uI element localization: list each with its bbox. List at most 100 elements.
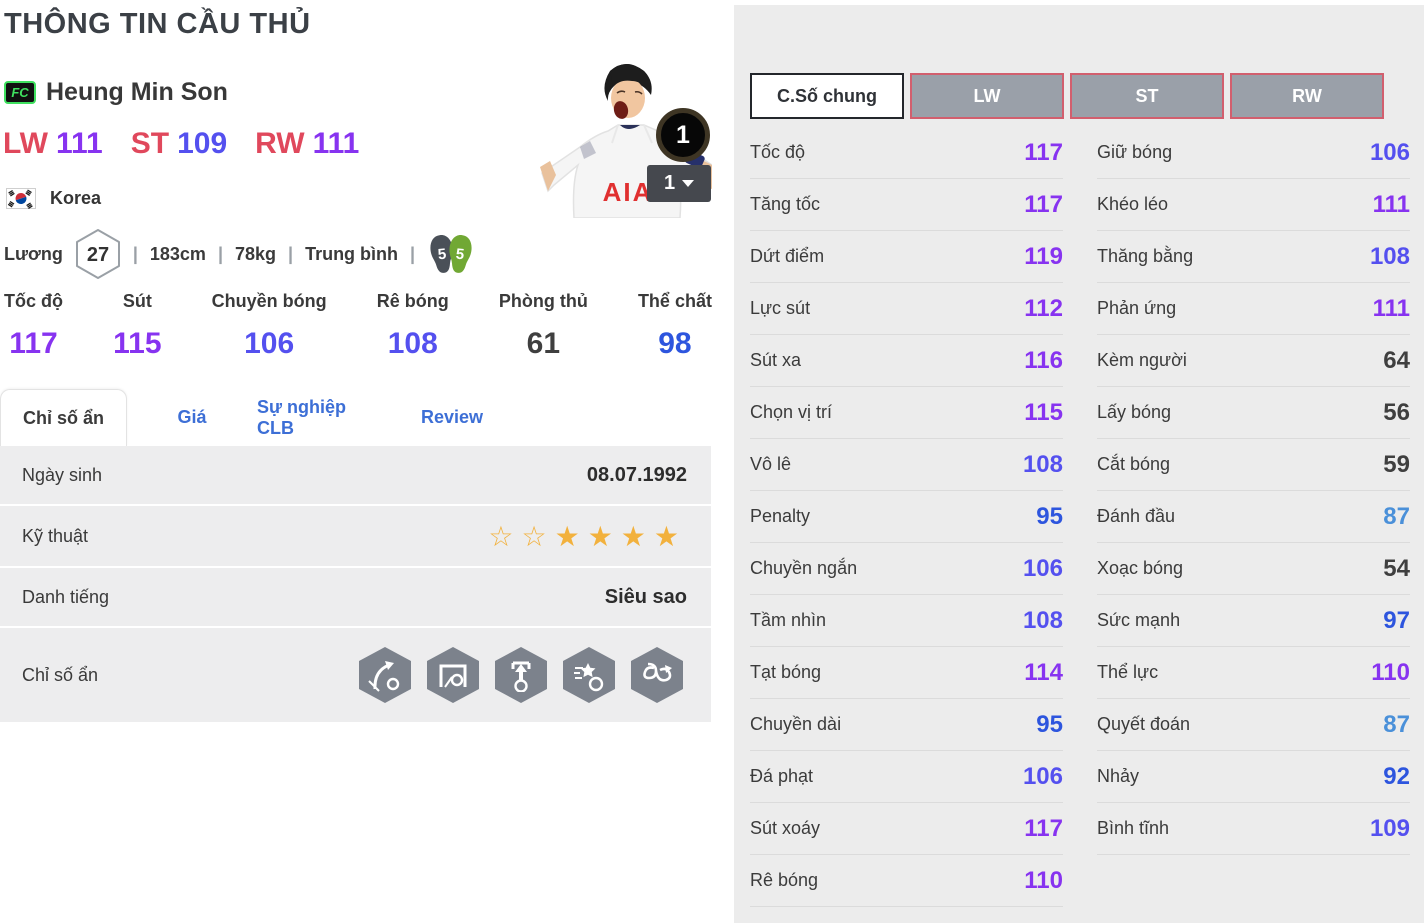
chevron-down-icon bbox=[682, 180, 695, 187]
main-stat-value: 61 bbox=[526, 327, 561, 360]
detail-stat-row: Penalty 95 bbox=[750, 491, 1063, 543]
tab-su-nghiep-clb[interactable]: Sự nghiệp CLB bbox=[257, 396, 347, 438]
nation-label: Korea bbox=[50, 188, 102, 208]
detail-stat-row: Chuyền ngắn 106 bbox=[750, 543, 1063, 595]
main-stat: Sút 115 bbox=[113, 291, 161, 361]
detail-stat-label: Sút xa bbox=[750, 350, 802, 370]
page-title: THÔNG TIN CẦU THỦ bbox=[4, 8, 311, 40]
main-stat-label: Tốc độ bbox=[4, 291, 63, 311]
main-stat: Thể chất 98 bbox=[638, 291, 712, 361]
salary-hexagon: 27 bbox=[75, 229, 120, 279]
skill-dribble-icon bbox=[631, 647, 683, 703]
position-ratings: LW 111 ST 109 RW 111 bbox=[3, 127, 359, 161]
position-label: LW bbox=[3, 127, 48, 160]
detail-stat-value: 109 bbox=[1369, 814, 1410, 842]
info-row-label: Chỉ số ẩn bbox=[22, 664, 99, 685]
level-dropdown-value: 1 bbox=[663, 172, 676, 194]
detail-stat-value: 111 bbox=[1372, 190, 1410, 218]
main-stats-row: Tốc độ 117 Sút 115 Chuyền bóng 106 Rê bóng 108 P… bbox=[4, 291, 712, 361]
detail-stat-label: Thăng bằng bbox=[1097, 246, 1194, 266]
detail-stat-value: 87 bbox=[1383, 710, 1410, 738]
detail-stats-right-column: Giữ bóng 106 Khéo léo 111 Thăng bằng 108 Phản … bbox=[1097, 127, 1410, 907]
info-row: Ngày sinh 08.07.1992 bbox=[0, 446, 711, 504]
detail-stat-value: 95 bbox=[1036, 710, 1063, 738]
detail-stat-row: Giữ bóng 106 bbox=[1097, 127, 1410, 179]
detail-stat-row: Kèm người 64 bbox=[1097, 335, 1410, 387]
bio-separator: | bbox=[217, 243, 223, 264]
detail-stat-value: 56 bbox=[1383, 398, 1410, 426]
detail-stat-row: Chuyền dài 95 bbox=[750, 699, 1063, 751]
detail-stat-row: Dứt điểm 119 bbox=[750, 231, 1063, 283]
detail-stat-label: Giữ bóng bbox=[1097, 142, 1173, 162]
tab-chi-so-an[interactable]: Chỉ số ẩn bbox=[0, 389, 127, 446]
main-stat-label: Thể chất bbox=[637, 291, 712, 311]
detail-stat-value: 108 bbox=[1022, 450, 1063, 478]
korea-flag-icon bbox=[6, 188, 36, 209]
detail-stat-label: Kèm người bbox=[1097, 350, 1187, 370]
detail-stat-label: Quyết đoán bbox=[1097, 714, 1191, 734]
detail-stat-value: 106 bbox=[1022, 554, 1063, 582]
main-stat-label: Chuyền bóng bbox=[211, 291, 327, 311]
detail-stats-grid: Tốc độ 117 Tăng tốc 117 Dứt điểm 119 Lực sút 11… bbox=[750, 127, 1410, 907]
position-label: ST bbox=[130, 127, 170, 160]
main-stat-label: Sút bbox=[122, 291, 152, 311]
info-row-value: 08.07.1992 bbox=[586, 463, 687, 486]
tab-review[interactable]: Review bbox=[420, 407, 484, 427]
svg-text:5: 5 bbox=[437, 246, 447, 264]
detail-stat-value: 87 bbox=[1383, 502, 1410, 530]
detail-stat-row: Sút xoáy 117 bbox=[750, 803, 1063, 855]
detail-stat-row: Tạt bóng 114 bbox=[750, 647, 1063, 699]
position-rating: ST 109 bbox=[131, 127, 227, 161]
detail-stat-label: Nhảy bbox=[1097, 766, 1140, 786]
stat-tab-c-so-chung[interactable]: C.Số chung bbox=[750, 73, 904, 119]
svg-text:27: 27 bbox=[87, 244, 109, 266]
main-stat-value: 115 bbox=[113, 327, 162, 360]
info-row-label: Kỹ thuật bbox=[22, 525, 89, 546]
detail-stat-row: Sút xa 116 bbox=[750, 335, 1063, 387]
detail-stat-label: Penalty bbox=[750, 506, 811, 526]
detail-stat-label: Lấy bóng bbox=[1097, 402, 1172, 422]
detail-stat-label: Tạt bóng bbox=[750, 662, 822, 682]
detail-stat-row: Lực sút 112 bbox=[750, 283, 1063, 335]
detail-stat-label: Cắt bóng bbox=[1097, 454, 1171, 474]
detail-stat-label: Vô lê bbox=[750, 454, 792, 474]
player-name: Heung Min Son bbox=[46, 78, 228, 106]
tab-gia[interactable]: Giá bbox=[177, 407, 207, 427]
info-row: Kỹ thuật ☆☆★★★★ bbox=[0, 506, 711, 566]
position-value: 109 bbox=[177, 127, 228, 160]
detail-stat-value: 117 bbox=[1024, 814, 1063, 842]
level-dropdown[interactable]: 1 bbox=[647, 165, 711, 202]
info-row-label: Ngày sinh bbox=[22, 464, 103, 485]
detail-stat-row: Thể lực 110 bbox=[1097, 647, 1410, 699]
info-row-value: Siêu sao bbox=[604, 585, 687, 608]
body-type-value: Trung bình bbox=[305, 243, 399, 264]
detail-stat-row: Đá phạt 106 bbox=[750, 751, 1063, 803]
detail-stat-label: Thể lực bbox=[1097, 662, 1159, 682]
detail-stat-value: 108 bbox=[1022, 606, 1063, 634]
detail-stat-value: 92 bbox=[1383, 762, 1410, 790]
position-rating: LW 111 bbox=[3, 127, 103, 161]
detail-stat-row: Xoạc bóng 54 bbox=[1097, 543, 1410, 595]
detail-stat-row: Tốc độ 117 bbox=[750, 127, 1063, 179]
tab-bar: Chỉ số ẩn Giá Sự nghiệp CLB Review bbox=[0, 389, 711, 446]
detail-stat-value: 112 bbox=[1024, 294, 1063, 322]
stat-tab-lw[interactable]: LW bbox=[910, 73, 1064, 119]
detail-stat-label: Dứt điểm bbox=[750, 246, 825, 266]
info-row: Danh tiếng Siêu sao bbox=[0, 568, 711, 626]
height-value: 183cm bbox=[149, 243, 206, 264]
skill-stars: ☆☆★★★★ bbox=[488, 520, 687, 552]
info-row-label: Danh tiếng bbox=[22, 586, 110, 607]
main-stat-label: Rê bóng bbox=[376, 291, 449, 311]
detail-stat-row: Lấy bóng 56 bbox=[1097, 387, 1410, 439]
stat-tab-rw[interactable]: RW bbox=[1230, 73, 1384, 119]
detail-stat-value: 54 bbox=[1383, 554, 1410, 582]
bio-row: Lương 27 | 183cm | 78kg | Trung bình | 5… bbox=[4, 228, 473, 280]
main-stat-value: 106 bbox=[244, 327, 295, 360]
detail-stat-row: Thăng bằng 108 bbox=[1097, 231, 1410, 283]
detail-stat-row: Phản ứng 111 bbox=[1097, 283, 1410, 335]
stat-tab-st[interactable]: ST bbox=[1070, 73, 1224, 119]
detail-stat-row: Tăng tốc 117 bbox=[750, 179, 1063, 231]
detail-stat-value: 106 bbox=[1369, 138, 1410, 166]
main-stat-value: 108 bbox=[387, 327, 438, 360]
